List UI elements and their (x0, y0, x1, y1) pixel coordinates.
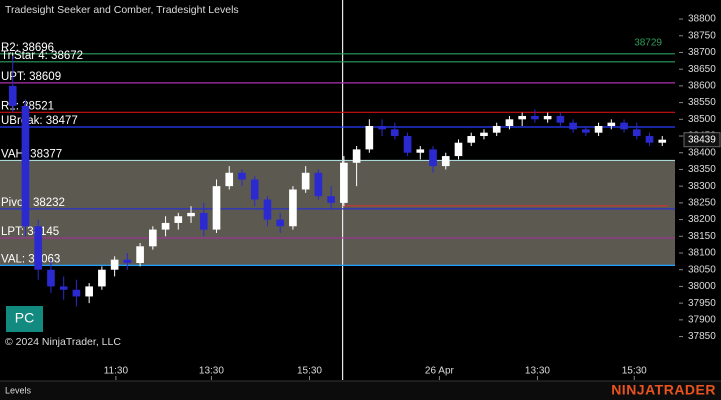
candle-body (505, 119, 514, 126)
candle-body (301, 172, 310, 190)
candle-body (378, 125, 386, 130)
candle-body (531, 115, 539, 120)
level-label: UBreak: 38477 (1, 115, 78, 127)
candle-body (72, 289, 81, 297)
y-tick-label: 38600 (688, 81, 716, 92)
y-tick-label: 38650 (688, 64, 716, 75)
chart-title: Tradesight Seeker and Comber, Tradesight… (5, 4, 239, 16)
candle-body (569, 122, 577, 130)
y-tick-label: 38200 (688, 214, 716, 225)
candle-body (518, 115, 526, 120)
y-tick-label: 37850 (688, 331, 716, 342)
level-label: LPT: 38145 (1, 226, 59, 238)
y-tick-label: 38500 (688, 114, 716, 125)
candle-body (289, 189, 297, 227)
candle-body (238, 172, 246, 180)
candle-body (645, 136, 654, 143)
candle-body (199, 212, 208, 230)
pc-button[interactable] (6, 306, 43, 332)
candle-body (454, 142, 463, 157)
candle-body (59, 286, 68, 290)
y-tick-label: 38750 (688, 30, 716, 41)
x-tick-label: 26 Apr (425, 366, 455, 377)
candle-body (594, 125, 603, 133)
y-tick-label: 38050 (688, 264, 716, 275)
candle-body (34, 226, 43, 270)
candle-body (8, 85, 17, 106)
candle-body (607, 122, 616, 126)
candle-body (21, 105, 30, 227)
y-tick-label: 38100 (688, 248, 716, 259)
candle-body (658, 139, 667, 143)
level-label: Pivot: 38232 (1, 197, 65, 209)
logo: NINJATRADER (611, 382, 716, 398)
candle-body (187, 212, 195, 217)
level-label: VAH: 38377 (1, 148, 62, 160)
x-tick-label: 13:30 (199, 366, 224, 377)
candle-body (263, 199, 272, 220)
candle-body (429, 149, 437, 167)
candle-body (556, 115, 565, 123)
x-tick-label: 13:30 (525, 366, 550, 377)
candle-body (390, 129, 399, 137)
candle-body (314, 172, 323, 197)
level-label: R2: 38696 (1, 42, 54, 54)
candle-body (276, 219, 285, 227)
y-tick-label: 38150 (688, 231, 716, 242)
y-tick-label: 38550 (688, 97, 716, 108)
candle-body (480, 132, 488, 137)
candle-body (441, 156, 450, 167)
last-price-label: 38439 (688, 134, 716, 145)
candle-body (365, 125, 374, 150)
candle-body (582, 129, 590, 133)
candle-body (340, 162, 348, 203)
candle-body (98, 269, 106, 287)
level-label: VAL: 38063 (1, 253, 60, 265)
y-tick-label: 38350 (688, 164, 716, 175)
y-tick-label: 38300 (688, 181, 716, 192)
candle-body (327, 196, 335, 203)
candle-body (403, 136, 412, 153)
candle-body (174, 216, 183, 223)
candle-body (110, 259, 119, 270)
y-tick-label: 38000 (688, 281, 716, 292)
candle-body (212, 186, 221, 230)
y-tick-label: 38800 (688, 14, 716, 25)
candle-body (136, 246, 144, 264)
copyright: © 2024 NinjaTrader, LLC (5, 336, 121, 348)
y-tick-label: 37950 (688, 298, 716, 309)
x-tick-label: 15:30 (622, 366, 647, 377)
candle-body (632, 129, 641, 137)
candle-body (47, 269, 55, 287)
level-label: UPT: 38609 (1, 71, 61, 83)
candle-body (492, 125, 501, 133)
candle-body (352, 149, 361, 163)
x-tick-label: 15:30 (297, 366, 322, 377)
y-tick-label: 38250 (688, 198, 716, 209)
candle-body (161, 222, 170, 230)
candle-body (416, 149, 425, 153)
candle-body (543, 115, 552, 120)
candle-body (250, 179, 259, 200)
candle-body (225, 172, 234, 187)
candle-body (123, 259, 132, 264)
y-tick-label: 38400 (688, 147, 716, 158)
level-label: TriStar 4: 38672 (1, 50, 83, 62)
candle-body (620, 122, 628, 130)
tab-label: Levels (5, 385, 32, 395)
value-area (0, 160, 675, 266)
last-price-tag (683, 132, 721, 148)
bottom-bar (0, 381, 721, 400)
y-tick-label: 38700 (688, 47, 716, 58)
x-tick-label: 11:30 (104, 366, 129, 377)
annotation: 38729 (634, 37, 662, 48)
candle-body (149, 229, 157, 247)
candle-body (85, 286, 93, 297)
y-tick-label: 37900 (688, 314, 716, 325)
pc-button-label[interactable]: PC (15, 310, 34, 326)
candle-body (467, 136, 476, 143)
